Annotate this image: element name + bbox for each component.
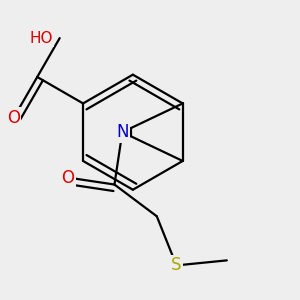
Text: O: O [61,169,74,187]
Text: N: N [116,123,128,141]
Text: S: S [171,256,182,274]
Text: O: O [7,109,20,127]
Text: HO: HO [29,31,53,46]
